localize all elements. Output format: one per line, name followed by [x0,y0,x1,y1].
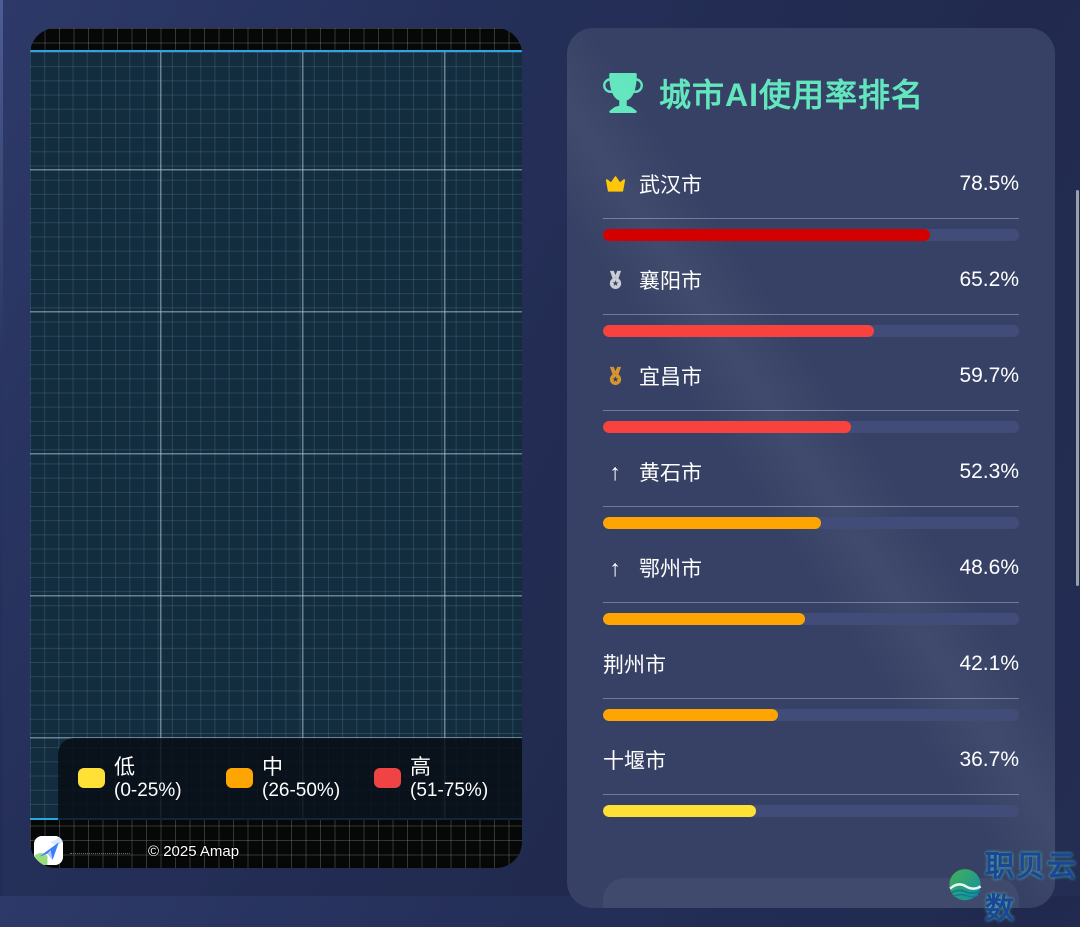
ranking-row: 武汉市 78.5% [603,170,1019,241]
legend-name: 低 [114,756,135,779]
arrow-up-icon: ↑ [609,458,621,485]
city-label: 宜昌市 [639,366,702,389]
progress-track [603,613,1019,625]
progress-fill [603,613,806,625]
progress-track [603,517,1019,529]
city-value: 78.5% [959,172,1019,195]
city-value: 48.6% [959,556,1019,579]
ranking-row: 十堰市 36.7% [603,746,1019,817]
city-value: 36.7% [959,748,1019,771]
legend-item: 中 (26-50%) [226,755,374,803]
city-value: 59.7% [959,364,1019,387]
progress-track [603,709,1019,721]
legend-item: 高 (51-75%) [374,755,522,803]
ranking-row: ↑ 鄂州市 48.6% [603,554,1019,625]
row-divider [603,698,1019,699]
ranking-row: 襄阳市 65.2% [603,266,1019,337]
ranking-panel: 城市AI使用率排名 武汉市 78.5% 襄阳市 65.2% [567,28,1055,908]
row-divider [603,506,1019,507]
row-divider [603,314,1019,315]
city-label: 武汉市 [639,174,702,197]
row-divider [603,410,1019,411]
ranking-title-row: 城市AI使用率排名 [603,70,1019,116]
city-label: 襄阳市 [639,270,702,293]
city-label: 黄石市 [639,462,702,485]
crown-icon [603,174,627,194]
amap-logo-icon[interactable] [34,836,63,865]
watermark: 职贝云数 [947,843,1080,927]
progress-track [603,421,1019,433]
progress-fill [603,325,875,337]
progress-fill [603,805,756,817]
ranking-row: 宜昌市 59.7% [603,362,1019,433]
city-value: 42.1% [959,652,1019,675]
legend-range: (0-25%) [114,780,182,802]
legend-name: 中 [262,756,283,779]
map-water-grid [30,50,522,820]
row-divider [603,602,1019,603]
map-legend: 低 (0-25%) 中 (26-50%) 高 (51-75%) [58,738,522,820]
globe-logo-icon [949,868,982,900]
trophy-icon [603,73,643,113]
city-value: 65.2% [959,268,1019,291]
city-value: 52.3% [959,460,1019,483]
legend-swatch [226,768,253,788]
ranking-row: ↑ 黄石市 52.3% [603,458,1019,529]
legend-range: (51-75%) [410,780,489,802]
watermark-text: 职贝云数 [985,851,1079,925]
bronze-medal-icon [603,365,627,388]
arrow-up-icon: ↑ [609,554,621,581]
silver-medal-icon [603,269,627,292]
city-label: 荆州市 [603,654,666,677]
ranking-title: 城市AI使用率排名 [659,77,925,113]
progress-track [603,229,1019,241]
map-copyright: © 2025 Amap [148,843,240,860]
legend-swatch [374,768,401,788]
map-scalebar [70,853,130,854]
progress-track [603,325,1019,337]
map-panel[interactable]: 低 (0-25%) 中 (26-50%) 高 (51-75%) © 2025 A… [30,28,522,868]
ranking-list: 武汉市 78.5% 襄阳市 65.2% 宜昌市 59.7% [603,170,1019,817]
ranking-row: 荆州市 42.1% [603,650,1019,721]
row-divider [603,794,1019,795]
city-label: 鄂州市 [639,558,702,581]
progress-fill [603,229,930,241]
page-scrollbar[interactable] [1076,190,1079,586]
progress-fill [603,421,852,433]
progress-fill [603,709,779,721]
progress-track [603,805,1019,817]
legend-name: 高 [410,756,431,779]
city-label: 十堰市 [603,750,666,773]
legend-item: 低 (0-25%) [78,755,226,803]
legend-swatch [78,768,105,788]
legend-range: (26-50%) [262,780,341,802]
progress-fill [603,517,821,529]
row-divider [603,218,1019,219]
